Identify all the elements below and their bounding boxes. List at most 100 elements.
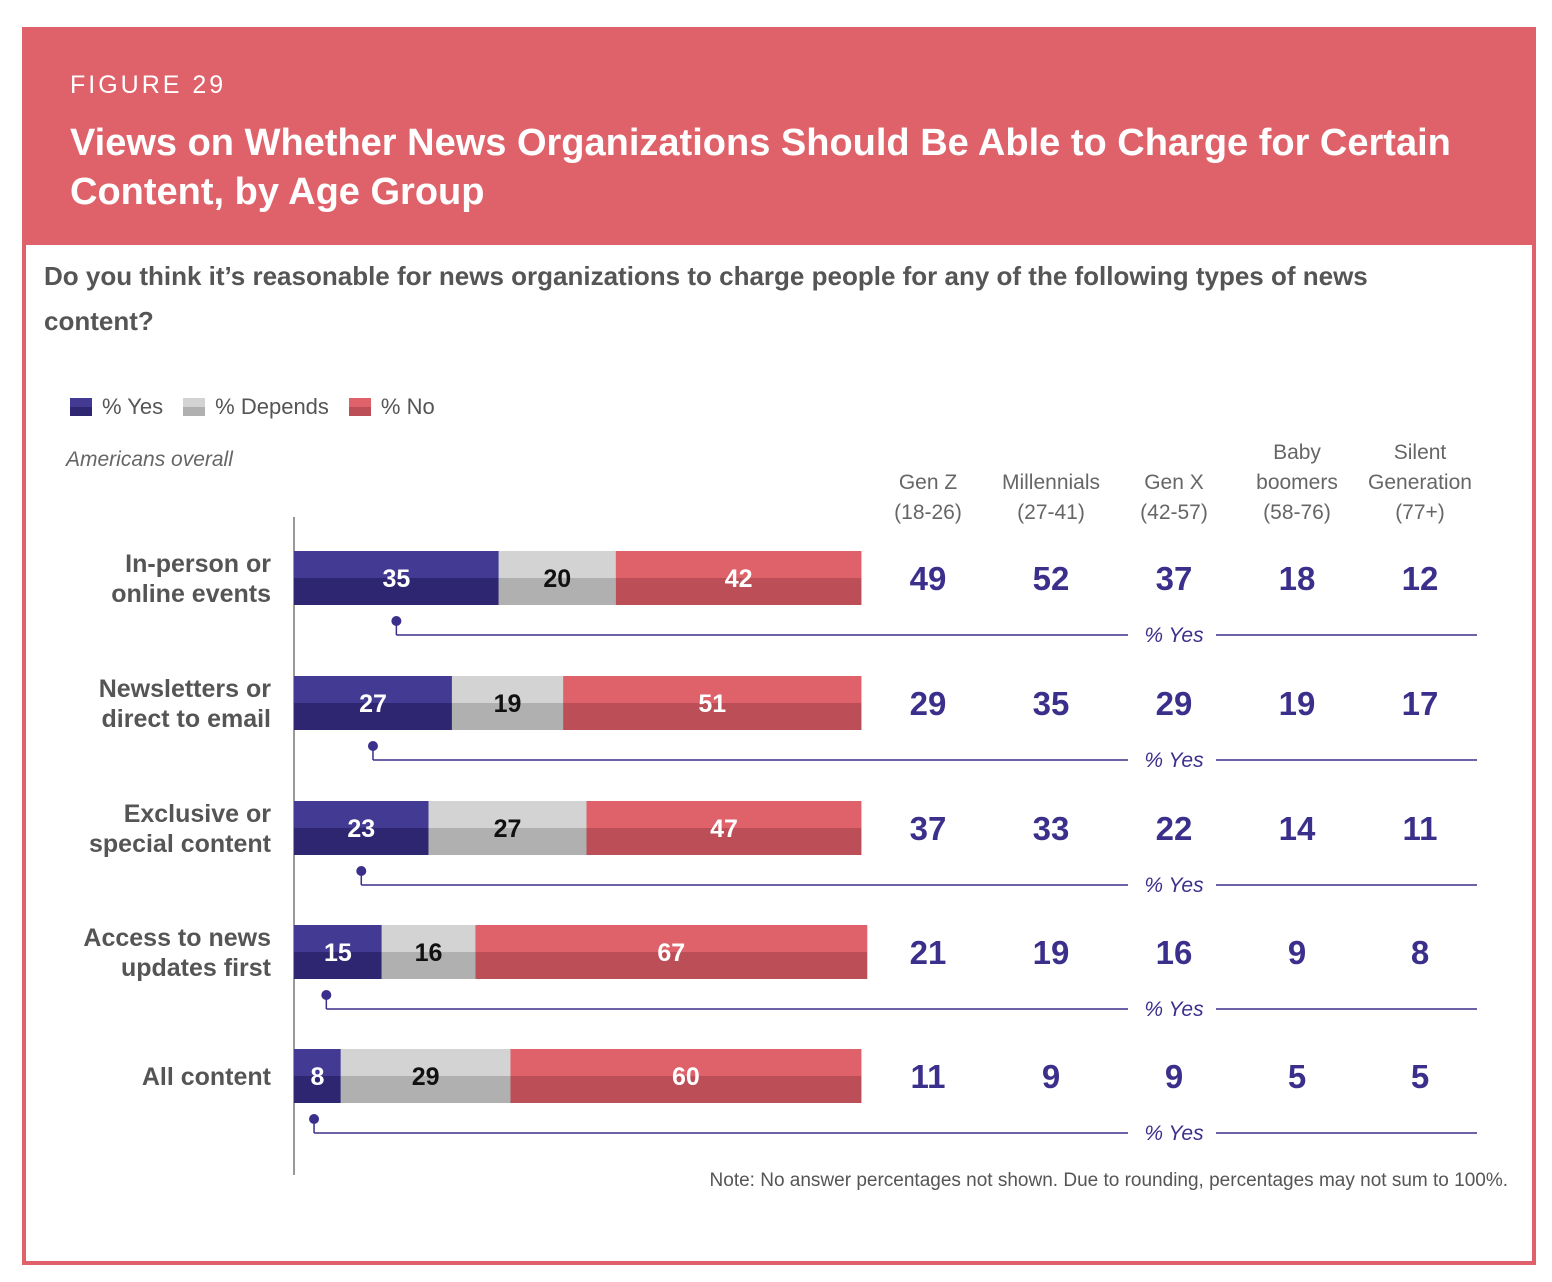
bar-segment-yes bbox=[294, 578, 499, 605]
bar-segment-yes bbox=[294, 703, 452, 730]
bar-value-label: 15 bbox=[324, 939, 352, 967]
age-group-value: 19 bbox=[1279, 685, 1316, 722]
legend-label-no: % No bbox=[380, 394, 435, 419]
column-header-name: Baby boomers bbox=[1256, 441, 1338, 494]
row-label: All content bbox=[142, 1063, 272, 1091]
bar-segment-depends bbox=[498, 578, 616, 605]
legend: % Yes % Depends % No bbox=[70, 392, 455, 422]
bar-segment-no bbox=[615, 578, 862, 605]
bar-segment-depends-top bbox=[428, 801, 587, 828]
bar-value-label: 27 bbox=[359, 690, 387, 718]
bar-value-label: 20 bbox=[543, 565, 571, 593]
legend-swatch-yes bbox=[70, 398, 92, 416]
bar-value-label: 42 bbox=[725, 565, 753, 593]
column-header-range: (77+) bbox=[1395, 501, 1445, 524]
age-group-value: 11 bbox=[911, 1058, 946, 1095]
bar-segment-no bbox=[586, 828, 862, 855]
age-group-value: 22 bbox=[1156, 810, 1193, 847]
bar-segment-yes-top bbox=[294, 925, 382, 952]
column-header-millennials: Millennials (27-41) bbox=[981, 468, 1121, 528]
row-label: direct to email bbox=[102, 705, 272, 733]
yes-tag-label: % Yes bbox=[1144, 749, 1204, 772]
bar-segment-depends bbox=[340, 1076, 511, 1103]
bar-segment-depends-top bbox=[381, 925, 476, 952]
yes-tag-label: % Yes bbox=[1144, 874, 1204, 897]
column-header-name: Gen Z bbox=[898, 471, 958, 494]
bar-segment-no-top bbox=[615, 551, 862, 578]
column-header-gen-z: Gen Z (18-26) bbox=[858, 468, 998, 528]
figure-title: Views on Whether News Organizations Shou… bbox=[70, 122, 1451, 213]
age-group-value: 11 bbox=[1403, 810, 1438, 847]
row-label: special content bbox=[89, 830, 272, 858]
row-label: In-person or bbox=[125, 550, 271, 578]
column-header-baby-boomers: Baby boomers (58-76) bbox=[1227, 438, 1367, 528]
legend-item-yes: % Yes bbox=[70, 394, 163, 420]
age-group-value: 37 bbox=[910, 810, 947, 847]
age-group-value: 8 bbox=[1411, 934, 1429, 971]
age-group-value: 29 bbox=[910, 685, 947, 722]
survey-question: Do you think it’s reasonable for news or… bbox=[44, 261, 1368, 336]
bar-value-label: 8 bbox=[310, 1063, 324, 1091]
age-group-value: 17 bbox=[1402, 685, 1439, 722]
legend-swatch-depends bbox=[183, 398, 206, 416]
bar-segment-no-top bbox=[563, 676, 862, 703]
age-group-value: 21 bbox=[910, 934, 947, 971]
bar-value-label: 27 bbox=[494, 815, 522, 843]
bar-segment-yes-top bbox=[294, 801, 429, 828]
bar-value-label: 51 bbox=[698, 690, 726, 718]
bar-segment-depends bbox=[428, 828, 587, 855]
yes-tag-label: % Yes bbox=[1144, 998, 1204, 1021]
figure-header: FIGURE 29 Views on Whether News Organiza… bbox=[26, 31, 1532, 245]
bar-segment-yes bbox=[294, 1076, 341, 1103]
bar-segment-no-top bbox=[475, 925, 868, 952]
legend-label-yes: % Yes bbox=[102, 394, 164, 419]
age-group-value: 5 bbox=[1288, 1058, 1306, 1095]
age-group-value: 35 bbox=[1033, 685, 1070, 722]
bar-segment-depends-top bbox=[498, 551, 616, 578]
yes-tag-label: % Yes bbox=[1144, 1122, 1204, 1145]
age-group-value: 19 bbox=[1033, 934, 1070, 971]
bar-value-label: 60 bbox=[672, 1063, 700, 1091]
legend-label-depends: % Depends bbox=[215, 394, 329, 419]
age-group-value: 9 bbox=[1165, 1058, 1183, 1095]
bar-value-label: 29 bbox=[412, 1063, 440, 1091]
bar-value-label: 67 bbox=[657, 939, 685, 967]
bar-segment-depends bbox=[381, 952, 476, 979]
age-group-value: 9 bbox=[1288, 934, 1306, 971]
age-group-value: 37 bbox=[1156, 560, 1193, 597]
row-label: online events bbox=[111, 580, 271, 608]
age-group-value: 33 bbox=[1033, 810, 1070, 847]
column-header-silent-generation: Silent Generation (77+) bbox=[1350, 438, 1490, 528]
bar-value-label: 47 bbox=[710, 815, 738, 843]
bar-segment-yes-top bbox=[294, 676, 452, 703]
age-group-value: 14 bbox=[1279, 810, 1316, 847]
bar-segment-no bbox=[510, 1076, 862, 1103]
row-label: Exclusive or bbox=[124, 800, 272, 828]
column-header-gen-x: Gen X (42-57) bbox=[1104, 468, 1244, 528]
bar-segment-no-top bbox=[510, 1049, 862, 1076]
bar-value-label: 35 bbox=[382, 565, 410, 593]
bar-segment-depends-top bbox=[451, 676, 564, 703]
row-label: updates first bbox=[121, 954, 272, 982]
bar-segment-yes-top bbox=[294, 551, 499, 578]
bar-segment-depends bbox=[451, 703, 564, 730]
bar-segment-no bbox=[563, 703, 862, 730]
legend-swatch-no bbox=[348, 398, 371, 416]
column-header-name: Silent Generation bbox=[1368, 441, 1472, 494]
yes-tag-label: % Yes bbox=[1144, 624, 1204, 647]
column-header-range: (58-76) bbox=[1263, 501, 1331, 524]
bar-segment-no-top bbox=[586, 801, 862, 828]
column-header-name: Gen X bbox=[1144, 471, 1204, 494]
bar-value-label: 19 bbox=[494, 690, 522, 718]
column-header-range: (27-41) bbox=[1017, 501, 1085, 524]
bar-segment-no bbox=[475, 952, 868, 979]
bar-value-label: 16 bbox=[415, 939, 443, 967]
row-label: Access to news bbox=[83, 924, 271, 952]
bar-segment-yes-top bbox=[294, 1049, 341, 1076]
age-group-value: 9 bbox=[1042, 1058, 1060, 1095]
age-group-value: 5 bbox=[1411, 1058, 1429, 1095]
column-header-range: (18-26) bbox=[894, 501, 962, 524]
legend-item-no: % No bbox=[348, 394, 435, 420]
figure-label: FIGURE 29 bbox=[70, 71, 227, 99]
